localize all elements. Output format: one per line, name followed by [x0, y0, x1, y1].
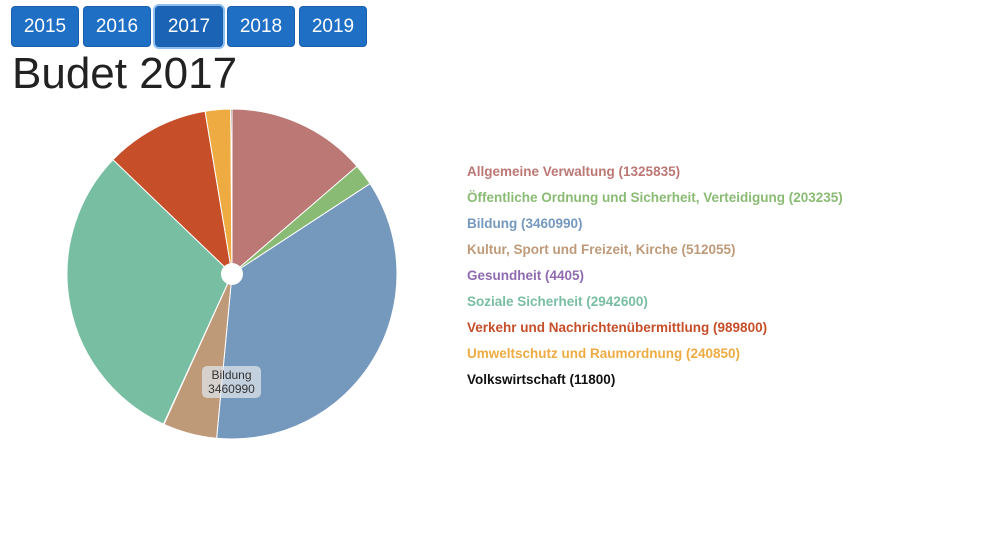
year-button-2018[interactable]: 2018	[227, 6, 295, 47]
legend-item-4[interactable]: Gesundheit (4405)	[467, 268, 585, 283]
pie-slice-5[interactable]	[66, 158, 233, 425]
year-button-2015[interactable]: 2015	[11, 6, 79, 47]
pie-slice-0[interactable]	[231, 108, 358, 276]
pie-slice-6[interactable]	[112, 110, 233, 276]
legend-item-6[interactable]: Verkehr und Nachrichtenübermittlung (989…	[467, 320, 768, 335]
tooltip-value: 3460990	[208, 382, 255, 396]
pie-tooltip: Bildung 3460990	[202, 366, 261, 398]
page-title: Budet 2017	[12, 49, 238, 98]
legend-item-3[interactable]: Kultur, Sport und Freizeit, Kirche (5120…	[467, 242, 736, 257]
pie-slice-8[interactable]	[230, 108, 233, 275]
legend-item-7[interactable]: Umweltschutz und Raumordnung (240850)	[467, 346, 741, 361]
pie-slice-2[interactable]	[216, 182, 398, 440]
legend-item-8[interactable]: Volkswirtschaft (11800)	[467, 372, 616, 387]
year-button-2016[interactable]: 2016	[83, 6, 151, 47]
chart-legend: Allgemeine Verwaltung (1325835) Öffentlic…	[467, 163, 843, 397]
legend-item-1[interactable]: Öffentliche Ordnung und Sicherheit, Vert…	[467, 190, 843, 205]
year-button-2019[interactable]: 2019	[299, 6, 367, 47]
legend-item-0[interactable]: Allgemeine Verwaltung (1325835)	[467, 164, 681, 179]
pie-center-hole	[221, 263, 243, 285]
tooltip-label: Bildung	[211, 368, 251, 382]
year-selector: 2015 2016 2017 2018 2019	[11, 6, 367, 47]
year-button-2017[interactable]: 2017	[155, 6, 223, 47]
legend-item-5[interactable]: Soziale Sicherheit (2942600)	[467, 294, 648, 309]
legend-item-2[interactable]: Bildung (3460990)	[467, 216, 583, 231]
